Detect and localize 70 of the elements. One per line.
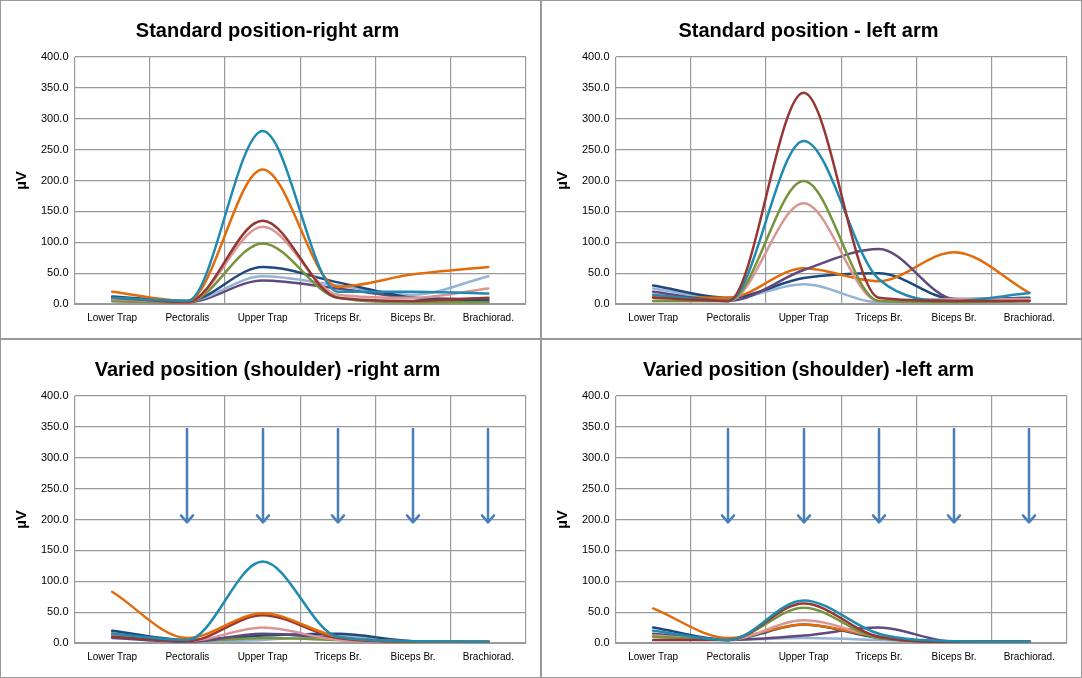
x-tick-label: Lower Trap [87, 311, 138, 323]
line-series [110, 129, 490, 303]
x-tick-label: Upper Trap [778, 650, 830, 662]
y-tick-label: 250.0 [41, 481, 69, 494]
y-tick-label: 350.0 [582, 419, 610, 432]
x-tick-label: Lower Trap [628, 311, 679, 323]
x-tick-label: Biceps Br. [390, 650, 436, 662]
y-tick-label: 200.0 [582, 173, 610, 186]
y-tick-label: 300.0 [582, 111, 610, 124]
y-tick-label: 250.0 [582, 481, 610, 494]
x-tick-label: Lower Trap [628, 650, 679, 662]
y-axis-title: µV [12, 510, 30, 529]
y-tick-label: 150.0 [41, 204, 69, 217]
y-axis-title: µV [553, 171, 571, 190]
x-tick-label: Upper Trap [778, 311, 830, 323]
y-tick-label: 200.0 [41, 512, 69, 525]
x-tick-label: Pectoralis [706, 650, 751, 662]
line-series [110, 560, 490, 643]
x-tick-label: Lower Trap [87, 650, 138, 662]
x-tick-label: Upper Trap [237, 650, 289, 662]
y-tick-label: 100.0 [41, 574, 69, 587]
y-tick-label: 0.0 [53, 297, 69, 310]
x-tick-label: Pectoralis [165, 650, 210, 662]
x-tick-label: Upper Trap [237, 311, 289, 323]
x-tick-label: Biceps Br. [931, 311, 977, 323]
y-tick-label: 100.0 [41, 235, 69, 248]
y-tick-label: 200.0 [41, 173, 69, 186]
x-tick-label: Pectoralis [165, 311, 210, 323]
x-tick-label: Triceps Br. [855, 311, 903, 323]
x-tick-label: Biceps Br. [390, 311, 436, 323]
y-tick-label: 350.0 [41, 80, 69, 93]
y-tick-label: 350.0 [582, 80, 610, 93]
x-tick-label: Brachiorad. [462, 311, 514, 323]
y-axis-title: µV [553, 510, 571, 529]
y-tick-label: 50.0 [588, 605, 610, 618]
y-tick-label: 150.0 [582, 543, 610, 556]
chart-title: Varied position (shoulder) -left arm [642, 357, 975, 380]
x-tick-label: Brachiorad. [1003, 650, 1055, 662]
y-tick-label: 0.0 [594, 636, 610, 649]
y-tick-label: 150.0 [582, 204, 610, 217]
y-tick-label: 50.0 [588, 266, 610, 279]
chart-title: Varied position (shoulder) -right arm [94, 357, 441, 380]
y-tick-label: 50.0 [47, 266, 69, 279]
y-tick-label: 300.0 [582, 450, 610, 463]
x-tick-label: Brachiorad. [462, 650, 514, 662]
x-tick-label: Pectoralis [706, 311, 751, 323]
y-tick-label: 300.0 [41, 111, 69, 124]
x-tick-label: Brachiorad. [1003, 311, 1055, 323]
y-tick-label: 0.0 [53, 636, 69, 649]
y-tick-label: 200.0 [582, 512, 610, 525]
chart-title: Standard position - left arm [678, 18, 939, 41]
y-tick-label: 150.0 [41, 543, 69, 556]
y-tick-label: 100.0 [582, 574, 610, 587]
y-axis-title: µV [12, 171, 30, 190]
y-tick-label: 0.0 [594, 297, 610, 310]
chart-title: Standard position-right arm [135, 18, 400, 41]
y-tick-label: 300.0 [41, 450, 69, 463]
x-tick-label: Triceps Br. [314, 311, 362, 323]
x-tick-label: Triceps Br. [855, 650, 903, 662]
y-tick-label: 250.0 [582, 142, 610, 155]
x-tick-label: Triceps Br. [314, 650, 362, 662]
y-tick-label: 350.0 [41, 419, 69, 432]
y-tick-label: 400.0 [582, 50, 610, 63]
y-tick-label: 400.0 [41, 50, 69, 63]
y-tick-label: 100.0 [582, 235, 610, 248]
y-tick-label: 400.0 [41, 389, 69, 402]
y-tick-label: 250.0 [41, 142, 69, 155]
x-tick-label: Biceps Br. [931, 650, 977, 662]
y-tick-label: 400.0 [582, 389, 610, 402]
y-tick-label: 50.0 [47, 605, 69, 618]
